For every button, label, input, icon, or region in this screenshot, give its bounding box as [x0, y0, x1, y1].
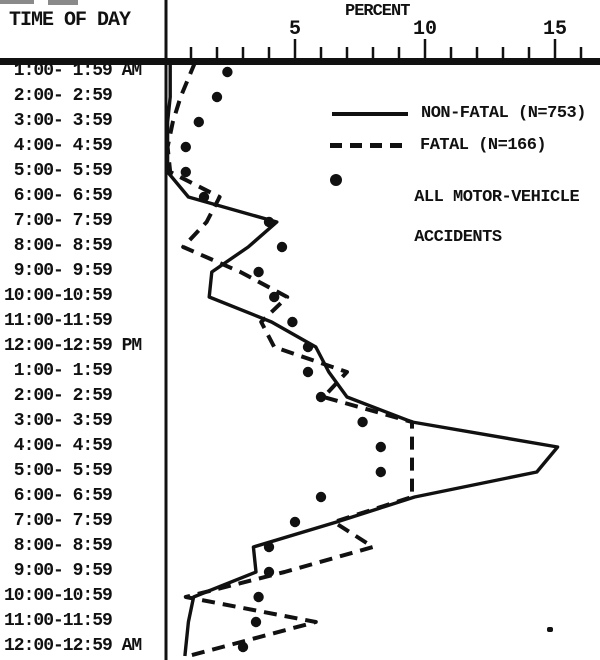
fatal-line	[165, 61, 414, 658]
all-accidents-dot	[193, 116, 204, 128]
legend-all-accidents-line2: ACCIDENTS	[414, 228, 502, 247]
time-row-label: 6:00- 6:59	[4, 186, 113, 206]
time-row-label: 9:00- 9:59	[4, 261, 113, 281]
scan-artifact-line	[0, 0, 34, 4]
all-accidents-dot	[276, 241, 288, 253]
time-row-label: 8:00- 8:59	[4, 236, 113, 256]
time-row-label: 10:00-10:59	[4, 586, 113, 606]
all-accidents-dot	[253, 266, 264, 278]
legend-dashed-line-sample	[330, 143, 410, 148]
time-row-label: 10:00-10:59	[4, 286, 113, 306]
time-row-label: 7:00- 7:59	[4, 211, 113, 231]
time-row-label: 11:00-11:59	[4, 611, 113, 631]
time-row-label: 7:00- 7:59	[4, 511, 113, 531]
time-of-day-header: TIME OF DAY	[9, 9, 131, 32]
legend-all-accidents-label: ALL MOTOR-VEHICLE ACCIDENTS	[356, 168, 579, 268]
all-accidents-dot	[287, 316, 298, 328]
all-accidents-dot	[222, 66, 233, 78]
time-row-label: 6:00- 6:59	[4, 486, 113, 506]
all-accidents-dot	[180, 141, 191, 153]
time-row-label: 9:00- 9:59	[4, 561, 113, 581]
x-tick-label: 10	[412, 18, 438, 41]
legend-all-accidents-line1: ALL MOTOR-VEHICLE	[414, 188, 580, 207]
time-row-label: 2:00- 2:59	[4, 86, 113, 106]
all-accidents-dot	[263, 566, 275, 578]
time-row-label: 4:00- 4:59	[4, 436, 113, 456]
all-accidents-dot	[250, 616, 262, 628]
time-row-label: 4:00- 4:59	[4, 136, 113, 156]
time-row-label: 1:00- 1:59 AM	[4, 61, 142, 81]
time-row-label: 3:00- 3:59	[4, 411, 113, 431]
all-accidents-dot	[302, 341, 314, 353]
all-accidents-dot	[289, 516, 301, 528]
all-accidents-dot	[375, 441, 386, 453]
x-tick-label: 15	[542, 18, 568, 41]
all-accidents-dot	[375, 466, 386, 478]
time-row-label: 5:00- 5:59	[4, 461, 113, 481]
all-accidents-dot	[315, 391, 327, 403]
all-accidents-dot	[263, 541, 275, 553]
all-accidents-dot	[302, 366, 314, 378]
time-row-label: 12:00-12:59 PM	[4, 336, 142, 356]
time-row-label: 3:00- 3:59	[4, 111, 113, 131]
all-accidents-dot	[357, 416, 368, 428]
all-accidents-dot	[211, 91, 223, 103]
legend-solid-line-sample	[332, 112, 408, 116]
time-row-label: 5:00- 5:59	[4, 161, 113, 181]
legend-dot-sample	[330, 174, 342, 186]
all-accidents-dot	[237, 641, 249, 653]
time-row-labels: 1:00- 1:59 AM 2:00- 2:59 3:00- 3:59 4:00…	[0, 59, 160, 659]
legend-non-fatal-label: NON-FATAL (N=753)	[421, 104, 586, 123]
time-row-label: 11:00-11:59	[4, 311, 113, 331]
all-accidents-dot	[263, 216, 275, 228]
all-accidents-dot	[315, 491, 327, 503]
time-row-label: 1:00- 1:59	[4, 361, 113, 381]
time-row-label: 2:00- 2:59	[4, 386, 113, 406]
header-divider-line	[0, 58, 600, 65]
stray-ink-mark	[547, 627, 553, 632]
all-accidents-dot	[253, 591, 264, 603]
time-row-label: 8:00- 8:59	[4, 536, 113, 556]
all-accidents-dot	[198, 191, 210, 203]
scan-artifact-line	[48, 0, 78, 5]
all-accidents-dot	[269, 291, 280, 303]
legend-fatal-label: FATAL (N=166)	[420, 136, 547, 155]
time-row-label: 12:00-12:59 AM	[4, 636, 142, 656]
x-tick-label: 5	[288, 18, 302, 41]
all-accidents-dot	[180, 166, 191, 178]
percent-axis-title: PERCENT	[345, 2, 410, 21]
